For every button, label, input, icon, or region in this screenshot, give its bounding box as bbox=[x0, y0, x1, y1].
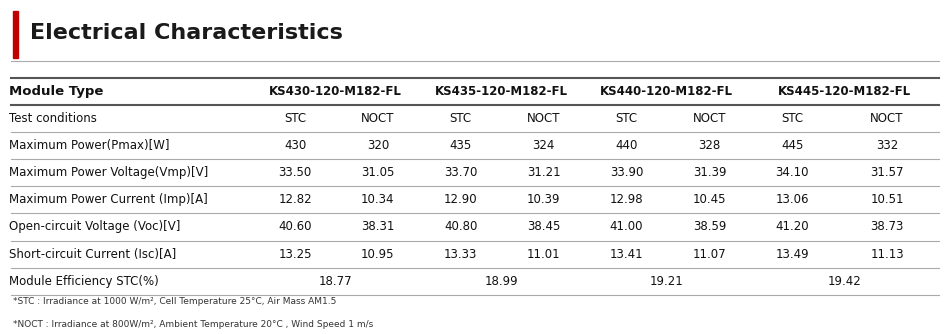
Text: KS440-120-M182-FL: KS440-120-M182-FL bbox=[600, 85, 733, 98]
Text: NOCT: NOCT bbox=[527, 112, 560, 125]
Text: 31.21: 31.21 bbox=[527, 166, 560, 179]
Text: *STC : Irradiance at 1000 W/m², Cell Temperature 25°C, Air Mass AM1.5: *STC : Irradiance at 1000 W/m², Cell Tem… bbox=[12, 297, 336, 306]
Text: KS435-120-M182-FL: KS435-120-M182-FL bbox=[434, 85, 567, 98]
Text: 40.60: 40.60 bbox=[278, 220, 312, 233]
Text: 328: 328 bbox=[698, 139, 720, 152]
Text: 324: 324 bbox=[533, 139, 555, 152]
Text: 19.42: 19.42 bbox=[827, 275, 862, 288]
Text: 38.31: 38.31 bbox=[361, 220, 394, 233]
Text: 19.21: 19.21 bbox=[650, 275, 684, 288]
Text: 40.80: 40.80 bbox=[444, 220, 478, 233]
Text: 440: 440 bbox=[616, 139, 637, 152]
Text: Maximum Power Voltage(Vmp)[V]: Maximum Power Voltage(Vmp)[V] bbox=[9, 166, 208, 179]
Text: 34.10: 34.10 bbox=[775, 166, 809, 179]
Text: 13.33: 13.33 bbox=[444, 247, 478, 261]
Text: 31.39: 31.39 bbox=[693, 166, 726, 179]
Text: 11.01: 11.01 bbox=[527, 247, 560, 261]
Text: 31.57: 31.57 bbox=[870, 166, 903, 179]
Text: 41.00: 41.00 bbox=[610, 220, 643, 233]
Text: 38.59: 38.59 bbox=[693, 220, 726, 233]
Text: NOCT: NOCT bbox=[361, 112, 394, 125]
Text: 11.13: 11.13 bbox=[870, 247, 903, 261]
Text: 10.45: 10.45 bbox=[693, 193, 726, 206]
Text: 10.34: 10.34 bbox=[361, 193, 394, 206]
Text: Short-circuit Current (Isc)[A]: Short-circuit Current (Isc)[A] bbox=[9, 247, 176, 261]
Text: 12.82: 12.82 bbox=[278, 193, 312, 206]
Text: 18.77: 18.77 bbox=[318, 275, 352, 288]
Text: 13.41: 13.41 bbox=[610, 247, 643, 261]
Text: 435: 435 bbox=[449, 139, 472, 152]
Bar bbox=[12, 11, 18, 58]
Text: 13.25: 13.25 bbox=[278, 247, 312, 261]
Text: 41.20: 41.20 bbox=[775, 220, 809, 233]
Text: NOCT: NOCT bbox=[693, 112, 726, 125]
Text: 13.06: 13.06 bbox=[775, 193, 809, 206]
Text: 33.50: 33.50 bbox=[278, 166, 312, 179]
Text: 12.98: 12.98 bbox=[610, 193, 643, 206]
Text: Test conditions: Test conditions bbox=[9, 112, 97, 125]
Text: 10.95: 10.95 bbox=[361, 247, 394, 261]
Text: Module Type: Module Type bbox=[9, 85, 104, 98]
Text: *NOCT : Irradiance at 800W/m², Ambient Temperature 20°C , Wind Speed 1 m/s: *NOCT : Irradiance at 800W/m², Ambient T… bbox=[12, 320, 373, 329]
Text: Open-circuit Voltage (Voc)[V]: Open-circuit Voltage (Voc)[V] bbox=[9, 220, 180, 233]
Text: KS430-120-M182-FL: KS430-120-M182-FL bbox=[269, 85, 402, 98]
Text: 10.51: 10.51 bbox=[870, 193, 903, 206]
Text: 320: 320 bbox=[367, 139, 389, 152]
Text: 12.90: 12.90 bbox=[444, 193, 478, 206]
Text: Maximum Power Current (Imp)[A]: Maximum Power Current (Imp)[A] bbox=[9, 193, 208, 206]
Text: 430: 430 bbox=[284, 139, 306, 152]
Text: STC: STC bbox=[781, 112, 804, 125]
Text: STC: STC bbox=[284, 112, 306, 125]
Text: STC: STC bbox=[449, 112, 472, 125]
Text: 38.45: 38.45 bbox=[527, 220, 560, 233]
Text: Electrical Characteristics: Electrical Characteristics bbox=[29, 23, 343, 43]
Text: STC: STC bbox=[616, 112, 637, 125]
Text: 445: 445 bbox=[781, 139, 804, 152]
Text: 11.07: 11.07 bbox=[693, 247, 726, 261]
Text: 33.90: 33.90 bbox=[610, 166, 643, 179]
Text: 33.70: 33.70 bbox=[444, 166, 478, 179]
Text: Maximum Power(Pmax)[W]: Maximum Power(Pmax)[W] bbox=[9, 139, 169, 152]
Text: 38.73: 38.73 bbox=[870, 220, 903, 233]
Text: 13.49: 13.49 bbox=[775, 247, 809, 261]
Text: 332: 332 bbox=[876, 139, 898, 152]
Text: KS445-120-M182-FL: KS445-120-M182-FL bbox=[778, 85, 911, 98]
Text: Module Efficiency STC(%): Module Efficiency STC(%) bbox=[9, 275, 159, 288]
Text: 18.99: 18.99 bbox=[484, 275, 518, 288]
Text: 31.05: 31.05 bbox=[361, 166, 394, 179]
Text: NOCT: NOCT bbox=[870, 112, 903, 125]
Text: 10.39: 10.39 bbox=[527, 193, 560, 206]
